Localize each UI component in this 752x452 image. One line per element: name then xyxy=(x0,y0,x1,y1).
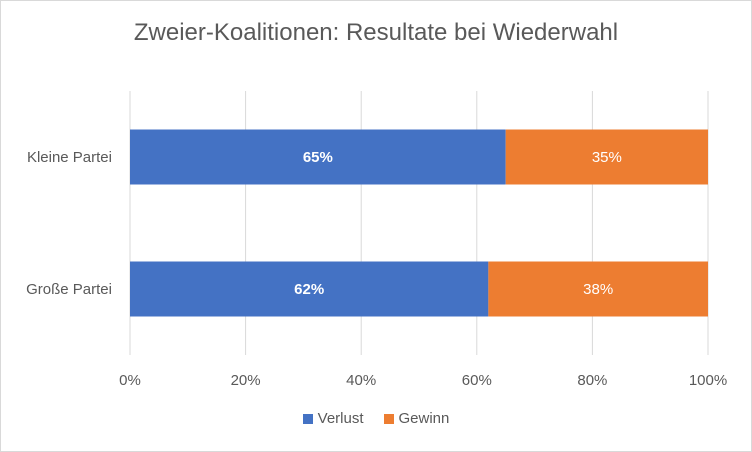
x-tick-label: 100% xyxy=(689,372,727,389)
x-tick-label: 60% xyxy=(462,372,492,389)
category-label-kleine-partei: Kleine Partei xyxy=(27,149,112,166)
legend-label-verlust: Verlust xyxy=(317,410,364,427)
data-label-gewinn-kleine-partei: 35% xyxy=(592,149,622,166)
chart-title: Zweier-Koalitionen: Resultate bei Wieder… xyxy=(133,19,619,46)
legend-item-verlust: Verlust xyxy=(302,410,364,427)
bar-gewinn-grosse-partei xyxy=(488,261,708,317)
category-label-grosse-partei: Große Partei xyxy=(26,281,112,298)
x-tick-label: 40% xyxy=(346,372,376,389)
data-label-gewinn-grosse-partei: 38% xyxy=(583,281,613,298)
legend-item-gewinn: Gewinn xyxy=(383,410,450,427)
x-tick-label: 80% xyxy=(577,372,607,389)
legend: Verlust Gewinn xyxy=(1,410,751,427)
x-tick-label: 20% xyxy=(231,372,261,389)
bar-gewinn-kleine-partei xyxy=(505,129,708,185)
legend-label-gewinn: Gewinn xyxy=(398,410,450,427)
bar-verlust-grosse-partei xyxy=(130,261,489,317)
legend-swatch-verlust xyxy=(302,413,313,424)
bar-verlust-kleine-partei xyxy=(130,129,506,185)
x-tick-label: 0% xyxy=(119,372,141,389)
data-label-verlust-kleine-partei: 65% xyxy=(303,149,333,166)
data-label-verlust-grosse-partei: 62% xyxy=(294,281,324,298)
legend-swatch-gewinn xyxy=(383,413,394,424)
